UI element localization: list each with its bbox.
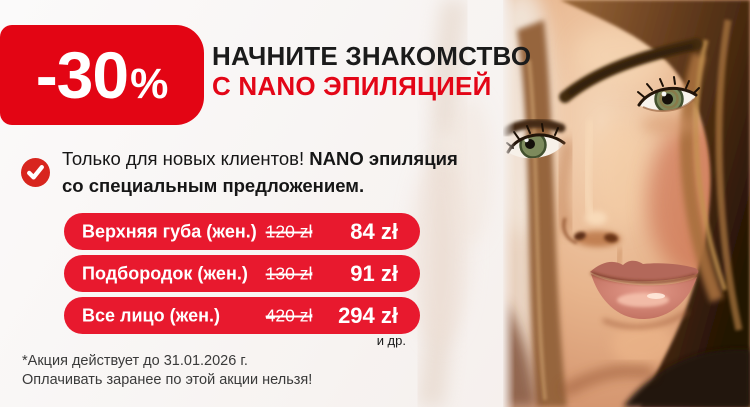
old-price: 130 zł: [265, 263, 313, 283]
new-price: 91 zł: [350, 260, 398, 286]
discount-badge: -30%: [0, 25, 204, 125]
discount-percent-sign: %: [130, 60, 169, 108]
price-table: Верхняя губа (жен.) 120 zł 84 zł Подборо…: [64, 213, 420, 339]
check-icon: [21, 158, 50, 187]
footnote-line2: Оплачивать заранее по этой акции нельзя!: [22, 371, 313, 388]
intro-line2: со специальным предложением.: [62, 175, 365, 196]
intro-text: Только для новых клиентов! NANO эпиляция…: [62, 145, 492, 199]
price-label: Все лицо (жен.): [82, 305, 220, 325]
price-row-chin: Подбородок (жен.) 130 zł 91 zł: [64, 255, 420, 292]
intro-lead: Только для новых клиентов!: [62, 148, 305, 169]
intro-highlight: NANO эпиляция: [309, 148, 458, 169]
new-price: 84 zł: [350, 218, 398, 244]
headline-line2: С NANO ЭПИЛЯЦИЕЙ: [212, 71, 492, 101]
old-price: 120 zł: [265, 221, 313, 241]
price-label: Верхняя губа (жен.): [82, 221, 257, 241]
old-price: 420 zł: [265, 305, 313, 325]
headline-line1: НАЧНИТЕ ЗНАКОМСТВО: [212, 41, 532, 71]
model-face-illustration: [489, 0, 750, 407]
discount-value: -30: [35, 38, 129, 112]
headline: НАЧНИТЕ ЗНАКОМСТВО С NANO ЭПИЛЯЦИЕЙ: [212, 41, 531, 101]
price-label: Подбородок (жен.): [82, 263, 248, 283]
footnote-line1: *Акция действует до 31.01.2026 г.: [22, 353, 248, 369]
footnote: *Акция действует до 31.01.2026 г. Оплачи…: [22, 352, 312, 389]
more-services-label: и др.: [376, 333, 406, 348]
model-photo: [489, 0, 750, 407]
new-price: 294 zł: [338, 302, 398, 328]
price-row-upper-lip: Верхняя губа (жен.) 120 zł 84 zł: [64, 213, 420, 250]
background-blur-decor: [385, 0, 505, 407]
price-row-full-face: Все лицо (жен.) 420 zł 294 zł: [64, 297, 420, 334]
